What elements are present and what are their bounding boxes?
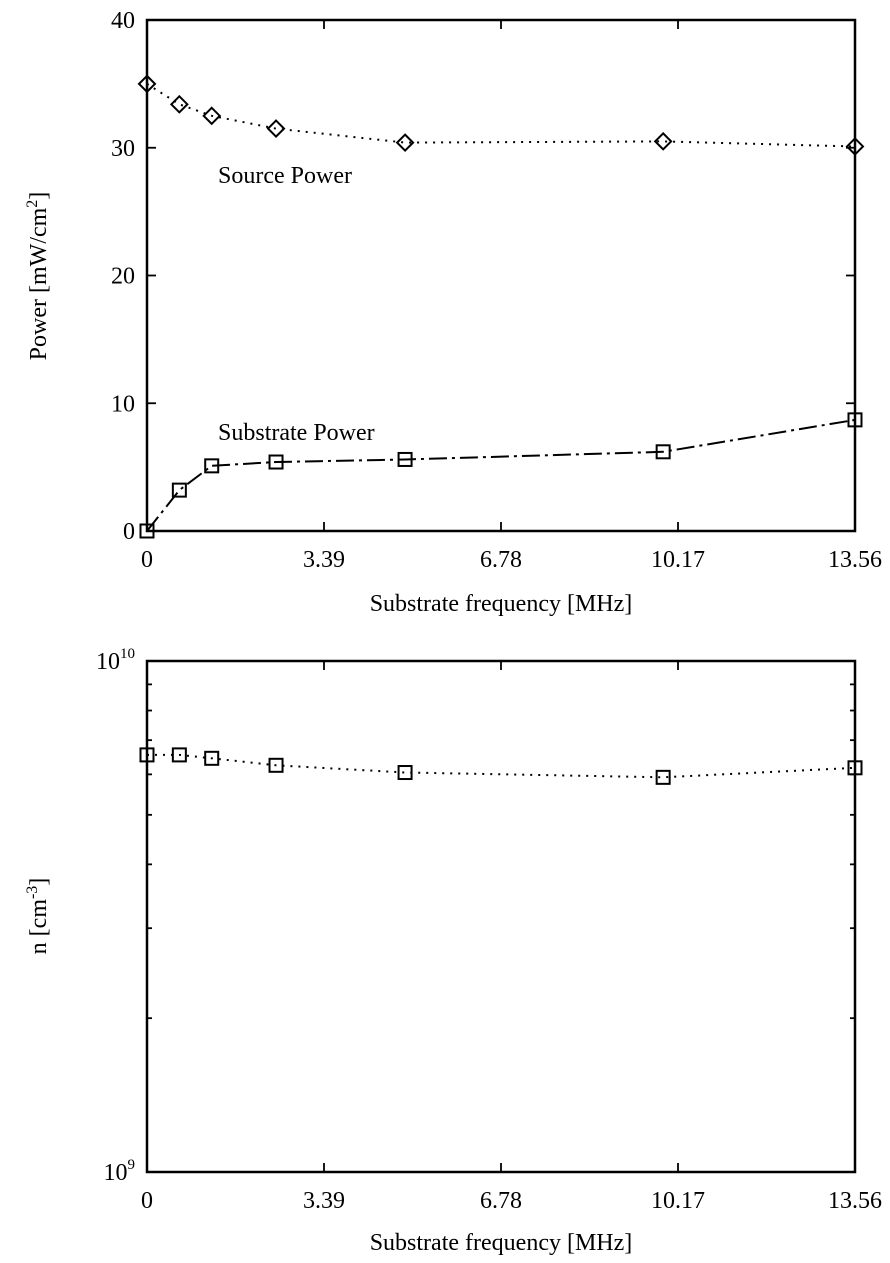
x-tick-label: 0 (141, 1188, 153, 1214)
diamond-point (395, 133, 415, 153)
square-point (204, 458, 220, 474)
square-point (397, 765, 413, 781)
y-tick-label: 20 (111, 264, 135, 290)
diamond-point (169, 94, 189, 114)
bottom-plot-frame (145, 659, 857, 1174)
diamond-point (266, 119, 286, 139)
bottom-series-lines (147, 753, 856, 779)
diamond-point (653, 131, 673, 151)
square-point (268, 757, 284, 773)
bottom-x-axis-label: Substrate frequency [MHz] (370, 1230, 633, 1256)
top-y-tick-labels: 0 10 20 30 40 (111, 8, 135, 545)
diamond-point (202, 106, 222, 126)
x-tick-label: 6.78 (480, 547, 522, 573)
square-point (171, 482, 187, 498)
square-point (139, 747, 155, 763)
bottom-chart: 0 3.39 6.78 10.17 13.56 109 1010 Substrate fr… (24, 646, 882, 1256)
y-tick-label: 10 (111, 391, 135, 417)
top-series-lines (146, 83, 856, 532)
y-tick-label: 109 (104, 1157, 136, 1186)
top-plot-frame (145, 18, 857, 533)
bottom-y-axis-label: n [cm-3] (24, 878, 52, 955)
x-tick-label: 6.78 (480, 1188, 522, 1214)
square-point (204, 750, 220, 766)
x-tick-label: 13.56 (828, 547, 882, 573)
substrate-power-annotation: Substrate Power (218, 420, 375, 446)
top-series-markers (137, 74, 865, 539)
square-point (268, 454, 284, 470)
y-tick-label: 30 (111, 136, 135, 162)
diamond-point (845, 137, 865, 156)
top-x-tick-labels: 0 3.39 6.78 10.17 13.56 (141, 547, 882, 573)
diamond-point (137, 74, 157, 94)
x-tick-label: 3.39 (303, 1188, 345, 1214)
series-line (147, 753, 856, 779)
square-point (655, 444, 671, 460)
x-tick-label: 0 (141, 547, 153, 573)
series-line (146, 418, 856, 532)
top-ticks (146, 19, 856, 532)
square-point (139, 523, 155, 539)
series-line (146, 83, 856, 148)
square-point (397, 451, 413, 467)
bottom-series-markers (139, 747, 863, 785)
x-tick-label: 10.17 (651, 1188, 705, 1214)
x-tick-label: 13.56 (828, 1188, 882, 1214)
square-point (171, 747, 187, 763)
square-point (847, 760, 863, 776)
square-point (847, 412, 863, 428)
bottom-ticks (146, 660, 856, 1173)
x-tick-label: 10.17 (651, 547, 705, 573)
top-x-axis-label: Substrate frequency [MHz] (370, 591, 633, 617)
bottom-x-tick-labels: 0 3.39 6.78 10.17 13.56 (141, 1188, 882, 1214)
top-y-axis-label: Power [mW/cm2] (24, 192, 52, 361)
y-tick-label: 40 (111, 8, 135, 34)
bottom-y-tick-labels: 109 1010 (96, 646, 135, 1186)
y-tick-label: 0 (123, 519, 135, 545)
top-chart: 0 3.39 6.78 10.17 13.56 0 10 20 30 40 Substrate … (24, 8, 882, 617)
y-tick-label: 1010 (96, 646, 135, 675)
square-point (655, 769, 671, 785)
x-tick-label: 3.39 (303, 547, 345, 573)
source-power-annotation: Source Power (218, 163, 352, 189)
